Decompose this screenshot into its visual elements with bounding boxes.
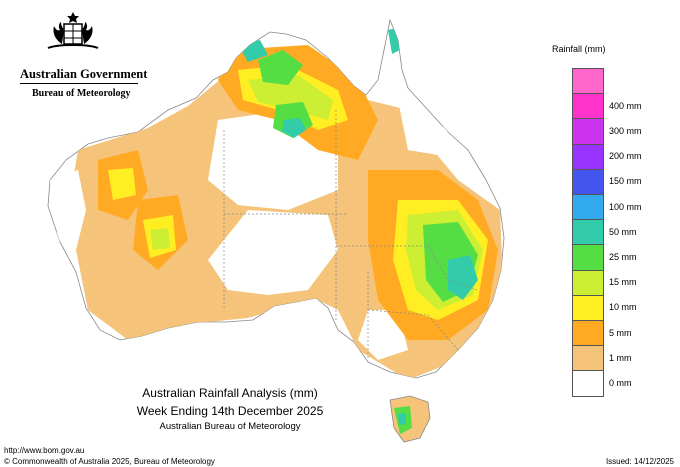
coat-of-arms-icon xyxy=(47,12,99,49)
legend-label: 100 mm xyxy=(609,201,642,212)
bureau-title: Bureau of Meteorology xyxy=(32,88,131,99)
legend-swatch xyxy=(573,144,603,170)
government-title: Australian Government xyxy=(20,67,148,81)
map-caption: Australian Rainfall Analysis (mm) Week E… xyxy=(120,386,340,432)
website-url[interactable]: http://www.bom.gov.au xyxy=(4,446,85,455)
logo-divider xyxy=(20,83,138,84)
legend-swatch xyxy=(573,119,603,145)
legend-swatch xyxy=(573,169,603,195)
legend-swatch xyxy=(573,346,603,372)
legend-swatch xyxy=(573,245,603,271)
legend-label: 10 mm xyxy=(609,302,637,313)
legend-label: 300 mm xyxy=(609,126,642,136)
issued-date: Issued: 14/12/2025 xyxy=(605,457,674,466)
legend-label: 15 mm xyxy=(609,277,637,288)
copyright-text: © Commonwealth of Australia 2025, Bureau… xyxy=(4,457,215,466)
australia-rainfall-map xyxy=(47,18,505,443)
legend-swatch xyxy=(573,220,603,246)
legend-swatch xyxy=(573,320,603,347)
legend-swatch xyxy=(573,94,603,120)
legend-label: 0 mm xyxy=(609,378,632,388)
legend-label: 1 mm xyxy=(609,352,632,363)
map-week: Week Ending 14th December 2025 xyxy=(136,404,324,418)
legend-label: 150 mm xyxy=(609,176,642,187)
legend-title: Rainfall (mm) xyxy=(552,44,606,54)
legend-label: 5 mm xyxy=(609,327,632,338)
legend-swatch xyxy=(573,69,603,95)
state-borders xyxy=(223,110,479,360)
legend-label: 200 mm xyxy=(609,151,642,162)
legend-label: 50 mm xyxy=(609,226,637,237)
legend-swatch xyxy=(573,295,603,321)
legend-label: 25 mm xyxy=(609,252,637,262)
rainfall-legend xyxy=(572,68,604,398)
legend-swatch xyxy=(573,270,603,296)
legend-swatch xyxy=(573,371,603,397)
government-logo: Australian Government Bureau of Meteorol… xyxy=(10,8,147,99)
map-agency: Australian Bureau of Meteorology xyxy=(159,421,301,432)
legend-swatch xyxy=(573,194,603,221)
map-title: Australian Rainfall Analysis (mm) xyxy=(142,386,318,400)
legend-label: 400 mm xyxy=(609,100,642,111)
